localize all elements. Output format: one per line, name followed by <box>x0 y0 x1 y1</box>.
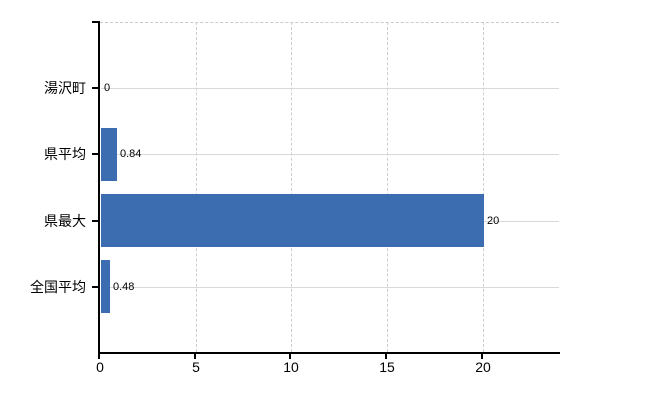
y-axis-tick <box>92 286 99 288</box>
vertical-gridline <box>291 22 292 352</box>
y-axis-tick <box>92 21 99 23</box>
vertical-gridline <box>483 22 484 352</box>
bar-2 <box>101 194 484 247</box>
x-tick-label: 15 <box>379 359 395 375</box>
category-label: 県平均 <box>44 146 86 162</box>
category-label: 全国平均 <box>30 279 86 295</box>
horizontal-gridline <box>101 287 559 288</box>
value-label: 0.48 <box>113 281 135 293</box>
value-label: 20 <box>487 215 500 227</box>
bar-1 <box>101 128 117 181</box>
plot-top-border <box>100 22 559 23</box>
y-axis-tick <box>92 87 99 89</box>
x-axis-tick <box>98 354 100 359</box>
y-axis-tick <box>92 153 99 155</box>
value-label: 0 <box>104 82 111 94</box>
x-tick-label: 5 <box>192 359 200 375</box>
category-label: 県最大 <box>44 213 86 229</box>
vertical-gridline <box>196 22 197 352</box>
x-axis-tick <box>481 354 483 359</box>
vertical-gridline <box>387 22 388 352</box>
x-axis-tick <box>194 354 196 359</box>
value-label: 0.84 <box>120 148 142 160</box>
x-tick-label: 20 <box>475 359 491 375</box>
y-axis-tick <box>92 220 99 222</box>
x-tick-label: 0 <box>96 359 104 375</box>
x-tick-label: 10 <box>283 359 299 375</box>
y-axis-line <box>98 21 100 359</box>
x-axis-line <box>98 352 560 354</box>
category-label: 湯沢町 <box>44 80 86 96</box>
horizontal-gridline <box>101 154 559 155</box>
bar-3 <box>101 260 110 313</box>
x-axis-tick <box>289 354 291 359</box>
x-axis-tick <box>385 354 387 359</box>
horizontal-gridline <box>101 88 559 89</box>
